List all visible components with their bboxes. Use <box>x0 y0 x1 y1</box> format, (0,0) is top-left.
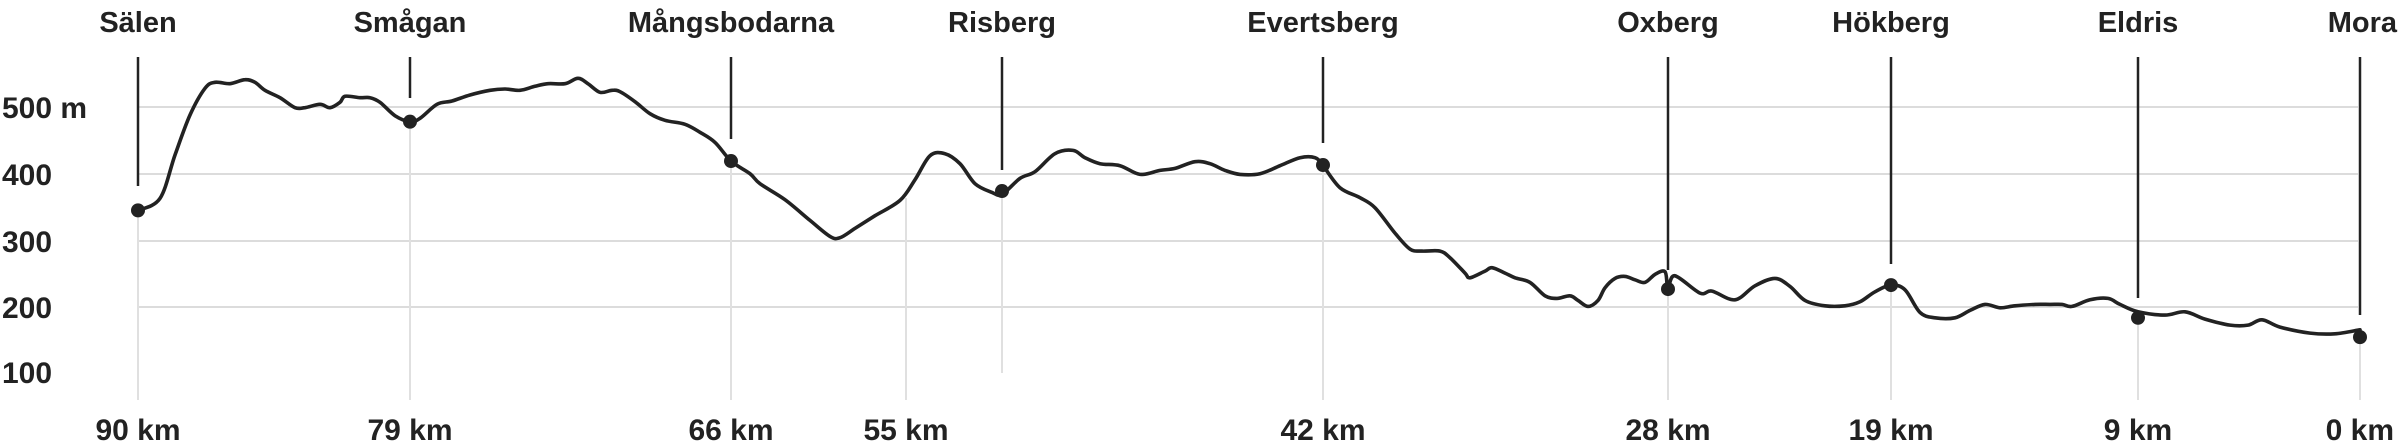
checkpoint-label: Risberg <box>948 7 1056 39</box>
checkpoint-dot <box>403 114 417 129</box>
checkpoint-dot <box>995 184 1009 199</box>
elevation-profile-line <box>136 76 2362 336</box>
checkpoint-dot <box>2353 330 2367 345</box>
y-tick-label: 300 <box>2 226 52 259</box>
y-tick-label: 500 m <box>2 92 87 125</box>
checkpoint-label: Mora <box>2328 7 2398 39</box>
checkpoint-dots <box>131 114 2367 345</box>
x-tick-label: 19 km <box>1848 414 1933 447</box>
y-gridlines <box>138 106 2358 308</box>
checkpoint-label: Oxberg <box>1617 7 1719 39</box>
checkpoint-label: Hökberg <box>1832 7 1950 39</box>
x-tick-label: 90 km <box>95 414 180 447</box>
checkpoint-labels: Sälen Smågan Mångsbodarna Risberg Evertsberg… <box>99 7 2398 39</box>
y-tick-label: 200 <box>2 292 52 325</box>
checkpoint-label: Evertsberg <box>1247 7 1399 39</box>
x-axis-labels: 90 km 79 km 66 km 55 km 42 km 28 km 19 km 9 km 0… <box>95 414 2394 447</box>
x-tick-label: 55 km <box>863 414 948 447</box>
y-axis-labels: 500 m 400 300 200 100 <box>2 92 87 390</box>
checkpoint-label: Eldris <box>2098 7 2179 39</box>
x-tick-label: 9 km <box>2104 414 2172 447</box>
x-tick-label: 66 km <box>688 414 773 447</box>
checkpoint-dot <box>1661 282 1675 297</box>
checkpoint-dot <box>724 154 738 169</box>
checkpoint-label: Sälen <box>99 7 176 39</box>
x-tick-label: 28 km <box>1625 414 1710 447</box>
y-tick-label: 400 <box>2 159 52 192</box>
x-tick-label: 42 km <box>1280 414 1365 447</box>
x-tick-label: 79 km <box>367 414 452 447</box>
checkpoint-dot <box>1316 158 1330 173</box>
x-gridlines <box>137 127 2361 400</box>
checkpoint-dot <box>1884 278 1898 293</box>
checkpoint-dot <box>2131 310 2145 325</box>
checkpoint-dot <box>131 203 145 218</box>
x-tick-label: 0 km <box>2326 414 2394 447</box>
checkpoint-label: Smågan <box>354 7 467 39</box>
checkpoint-label: Mångsbodarna <box>628 7 835 39</box>
checkpoint-markers <box>136 57 2362 315</box>
y-tick-label: 100 <box>2 357 52 390</box>
